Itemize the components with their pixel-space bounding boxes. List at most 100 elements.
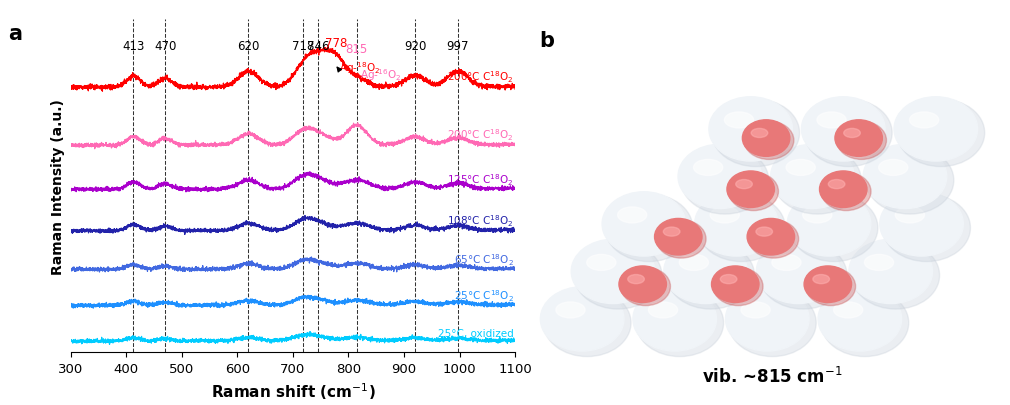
Ellipse shape (556, 302, 585, 318)
Ellipse shape (786, 160, 815, 176)
Text: 65°C C$^{18}$O$_2$: 65°C C$^{18}$O$_2$ (454, 252, 514, 267)
Ellipse shape (867, 147, 953, 215)
Text: a: a (8, 23, 22, 43)
Ellipse shape (748, 220, 799, 258)
Text: 746: 746 (307, 40, 329, 53)
Ellipse shape (865, 255, 894, 271)
Ellipse shape (821, 173, 871, 211)
Ellipse shape (833, 302, 863, 318)
Ellipse shape (879, 160, 908, 176)
Ellipse shape (728, 289, 816, 357)
Ellipse shape (543, 289, 631, 357)
Text: 470: 470 (154, 40, 177, 53)
Ellipse shape (695, 192, 779, 256)
Text: 778: 778 (325, 37, 347, 50)
Ellipse shape (806, 268, 855, 306)
Ellipse shape (720, 275, 737, 284)
Ellipse shape (540, 287, 624, 351)
Ellipse shape (821, 289, 909, 357)
Ellipse shape (849, 240, 932, 304)
Ellipse shape (755, 228, 773, 237)
Ellipse shape (836, 122, 887, 160)
Ellipse shape (711, 266, 759, 303)
Ellipse shape (756, 240, 840, 304)
Ellipse shape (804, 266, 851, 303)
Ellipse shape (656, 220, 706, 258)
Ellipse shape (698, 194, 786, 262)
Ellipse shape (727, 171, 775, 208)
Ellipse shape (803, 207, 832, 224)
Ellipse shape (664, 240, 747, 304)
Ellipse shape (728, 173, 779, 211)
Ellipse shape (747, 219, 795, 256)
Ellipse shape (633, 287, 716, 351)
Ellipse shape (713, 268, 763, 306)
Text: 620: 620 (237, 40, 260, 53)
Ellipse shape (818, 287, 902, 351)
Ellipse shape (620, 268, 671, 306)
Ellipse shape (835, 120, 883, 157)
Ellipse shape (819, 171, 867, 208)
Ellipse shape (636, 289, 723, 357)
Ellipse shape (897, 100, 985, 167)
Ellipse shape (883, 194, 971, 262)
Text: 25°C C$^{18}$O$_2$: 25°C C$^{18}$O$_2$ (454, 287, 514, 303)
Ellipse shape (680, 255, 708, 271)
Ellipse shape (772, 255, 801, 271)
Text: 25°C, oxidized: 25°C, oxidized (438, 328, 514, 339)
Ellipse shape (712, 100, 800, 167)
Ellipse shape (742, 120, 790, 157)
Ellipse shape (828, 180, 845, 189)
Ellipse shape (751, 129, 768, 138)
Ellipse shape (787, 192, 871, 256)
Ellipse shape (735, 180, 752, 189)
Ellipse shape (909, 113, 938, 129)
Ellipse shape (864, 145, 946, 209)
Text: 125°C C$^{18}$O$_2$: 125°C C$^{18}$O$_2$ (447, 172, 514, 187)
Ellipse shape (574, 242, 662, 309)
Ellipse shape (813, 275, 829, 284)
Ellipse shape (760, 242, 847, 309)
Ellipse shape (741, 302, 771, 318)
Text: Ag-$^{18}$O$_2$: Ag-$^{18}$O$_2$ (339, 60, 380, 76)
Ellipse shape (694, 160, 723, 176)
Text: 920: 920 (404, 40, 426, 53)
Text: vib. ~815 cm$^{-1}$: vib. ~815 cm$^{-1}$ (702, 366, 842, 386)
Ellipse shape (790, 194, 878, 262)
Ellipse shape (678, 145, 762, 209)
Ellipse shape (744, 122, 794, 160)
Ellipse shape (802, 98, 885, 162)
Ellipse shape (894, 98, 978, 162)
Ellipse shape (774, 147, 862, 215)
Text: 413: 413 (122, 40, 144, 53)
Ellipse shape (843, 129, 861, 138)
Ellipse shape (724, 113, 753, 129)
Text: Ag-$^{16}$O$_2$: Ag-$^{16}$O$_2$ (360, 67, 401, 83)
Text: 997: 997 (446, 40, 469, 53)
Text: 718: 718 (292, 40, 314, 53)
Ellipse shape (709, 98, 793, 162)
Ellipse shape (605, 194, 693, 262)
Ellipse shape (667, 242, 754, 309)
Text: 108°C C$^{18}$O$_2$: 108°C C$^{18}$O$_2$ (447, 213, 514, 228)
Ellipse shape (628, 275, 644, 284)
Ellipse shape (710, 207, 739, 224)
Y-axis label: Raman Intensity (a.u.): Raman Intensity (a.u.) (52, 98, 65, 274)
Ellipse shape (804, 100, 892, 167)
Ellipse shape (572, 240, 654, 304)
Ellipse shape (817, 113, 846, 129)
Ellipse shape (602, 192, 686, 256)
Ellipse shape (725, 287, 809, 351)
Ellipse shape (880, 192, 964, 256)
Text: b: b (539, 31, 554, 51)
Ellipse shape (771, 145, 854, 209)
Ellipse shape (664, 228, 680, 237)
Ellipse shape (587, 255, 616, 271)
Ellipse shape (619, 266, 667, 303)
Ellipse shape (654, 219, 702, 256)
Text: 200°C C$^{18}$O$_2$: 200°C C$^{18}$O$_2$ (447, 128, 514, 143)
Ellipse shape (617, 207, 646, 224)
Ellipse shape (895, 207, 924, 224)
Text: 200°C C$^{18}$O$_2$: 200°C C$^{18}$O$_2$ (447, 70, 514, 85)
Ellipse shape (681, 147, 769, 215)
